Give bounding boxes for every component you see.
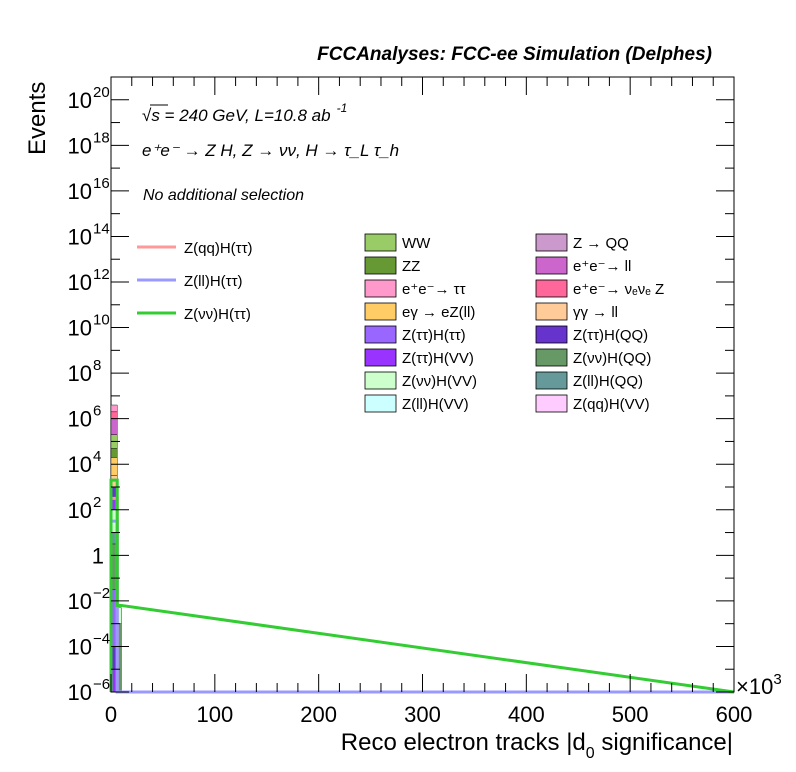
bkg-legend-swatch-11 bbox=[535, 348, 568, 367]
y-tick-label-exp-6: 6 bbox=[93, 403, 101, 420]
bkg-legend-label-10: Z(ττ)H(VV) bbox=[402, 350, 474, 367]
y-tick-label-exp-13: 20 bbox=[93, 84, 110, 101]
stack-bar-0-14 bbox=[110, 404, 118, 413]
bkg-legend-swatch-13 bbox=[535, 371, 568, 390]
x-tick-label-4: 400 bbox=[508, 702, 545, 727]
x-tick-label-3: 300 bbox=[404, 702, 441, 727]
y-tick-label-exp-9: 12 bbox=[93, 266, 110, 283]
y-tick-label-exp-2: −2 bbox=[93, 585, 110, 602]
y-tick-label-exp-1: −4 bbox=[93, 630, 110, 647]
y-tick-label-9: 10 bbox=[68, 270, 92, 295]
bkg-legend-swatch-5 bbox=[535, 279, 568, 298]
process-annotation: e⁺e⁻ → Z H, Z → νν, H → τ_L τ_h bbox=[142, 141, 399, 160]
selection-annotation: No additional selection bbox=[143, 187, 304, 204]
signal-legend: Z(qq)H(ττ) Z(ll)H(ττ) Z(νν)H(ττ) bbox=[137, 240, 253, 323]
y-tick-label-exp-7: 8 bbox=[93, 357, 101, 374]
y-tick-label-12: 10 bbox=[68, 133, 92, 158]
x-axis-label-tail: significance| bbox=[595, 729, 733, 756]
bkg-legend-swatch-15 bbox=[535, 394, 568, 413]
bkg-legend-label-13: Z(ll)H(QQ) bbox=[573, 373, 643, 390]
x-tick-label-1: 100 bbox=[196, 702, 233, 727]
y-tick-label-exp-10: 14 bbox=[93, 220, 110, 237]
bkg-legend-swatch-7 bbox=[535, 302, 568, 321]
bkg-legend-label-4: e⁺e⁻→ ττ bbox=[402, 281, 466, 298]
bkg-legend-swatch-10 bbox=[364, 348, 397, 367]
y-tick-label-2: 10 bbox=[68, 589, 92, 614]
signal-legend-label-0: Z(qq)H(ττ) bbox=[184, 240, 253, 257]
x-axis-label-main: Reco electron tracks |d bbox=[341, 729, 586, 756]
x-tick-label-6: 600 bbox=[716, 702, 753, 727]
y-tick-label-exp-4: 2 bbox=[93, 494, 101, 511]
bkg-legend-label-14: Z(ll)H(VV) bbox=[402, 396, 469, 413]
y-tick-label-exp-11: 16 bbox=[93, 175, 110, 192]
bkg-legend-swatch-3 bbox=[535, 256, 568, 275]
y-tick-label-exp-5: 4 bbox=[93, 448, 101, 465]
signal-line-0 bbox=[109, 496, 734, 694]
signal-histograms bbox=[109, 478, 735, 694]
y-axis-label: Events bbox=[24, 82, 51, 155]
bkg-legend-label-6: eγ → eZ(ll) bbox=[402, 304, 475, 321]
bkg-legend-label-8: Z(ττ)H(ττ) bbox=[402, 327, 466, 344]
bkg-legend-swatch-12 bbox=[364, 371, 397, 390]
signal-legend-label-2: Z(νν)H(ττ) bbox=[184, 306, 251, 323]
bkg-legend-label-5: e⁺e⁻→ νₑνₑ Z bbox=[573, 281, 664, 298]
bkg-legend-swatch-4 bbox=[364, 279, 397, 298]
y-tick-label-6: 10 bbox=[68, 407, 92, 432]
y-tick-label-10: 10 bbox=[68, 224, 92, 249]
bkg-legend-label-15: Z(qq)H(VV) bbox=[573, 396, 650, 413]
y-tick-label-exp-0: −6 bbox=[93, 676, 110, 693]
x-tick-label-2: 200 bbox=[300, 702, 337, 727]
bkg-legend-swatch-6 bbox=[364, 302, 397, 321]
bkg-legend-label-12: Z(νν)H(VV) bbox=[402, 373, 477, 390]
energy-text: √s = 240 GeV, L=10.8 ab bbox=[142, 106, 331, 125]
x-multiplier-base: ×10 bbox=[736, 674, 773, 699]
signal-line-2 bbox=[109, 478, 735, 694]
y-tick-label-11: 10 bbox=[68, 179, 92, 204]
stack-bar-0-12 bbox=[110, 418, 118, 435]
y-tick-label-13: 10 bbox=[68, 88, 92, 113]
stack-bar-0-10 bbox=[110, 448, 118, 458]
y-tick-label-8: 10 bbox=[68, 316, 92, 341]
energy-annotation: √s = 240 GeV, L=10.8 ab -1 bbox=[142, 101, 347, 125]
bkg-legend-label-7: γγ → ll bbox=[573, 304, 618, 321]
bkg-legend-swatch-2 bbox=[364, 256, 397, 275]
bkg-legend-swatch-1 bbox=[535, 233, 568, 252]
bkg-legend-label-9: Z(ττ)H(QQ) bbox=[573, 327, 648, 344]
bkg-legend-label-1: Z → QQ bbox=[573, 235, 629, 252]
y-tick-label-0: 10 bbox=[68, 680, 92, 705]
energy-superscript: -1 bbox=[337, 101, 348, 115]
x-multiplier: ×103 bbox=[736, 671, 782, 699]
chart-title: FCCAnalyses: FCC-ee Simulation (Delphes) bbox=[317, 44, 712, 65]
x-tick-label-5: 500 bbox=[612, 702, 649, 727]
stack-bar-0-13 bbox=[110, 411, 118, 419]
bkg-legend-swatch-0 bbox=[364, 233, 397, 252]
bkg-legend-swatch-9 bbox=[535, 325, 568, 344]
x-axis-label-subscript: 0 bbox=[586, 745, 595, 762]
bkg-legend-label-2: ZZ bbox=[402, 258, 420, 275]
y-tick-label-exp-12: 18 bbox=[93, 129, 110, 146]
bkg-legend-label-0: WW bbox=[402, 235, 431, 252]
bkg-legend-swatch-8 bbox=[364, 325, 397, 344]
y-tick-label-exp-8: 10 bbox=[93, 312, 110, 329]
signal-legend-label-1: Z(ll)H(ττ) bbox=[184, 273, 243, 290]
x-axis-label: Reco electron tracks |d0 significance| bbox=[341, 729, 733, 762]
bkg-legend-label-11: Z(νν)H(QQ) bbox=[573, 350, 651, 367]
y-tick-label-4: 10 bbox=[68, 498, 92, 523]
x-multiplier-exponent: 3 bbox=[773, 671, 781, 688]
signal-line-1 bbox=[109, 519, 734, 694]
y-tick-label-7: 10 bbox=[68, 361, 92, 386]
y-tick-label-5: 10 bbox=[68, 452, 92, 477]
stack-bar-0-9 bbox=[110, 457, 118, 476]
bkg-legend-label-3: e⁺e⁻→ ll bbox=[573, 258, 631, 275]
background-legend: WW Z → QQ ZZ e⁺e⁻→ ll e⁺e⁻→ ττ e⁺e⁻→ νₑνₑ Z eγ… bbox=[364, 233, 664, 413]
x-tick-label-0: 0 bbox=[105, 702, 117, 727]
bkg-legend-swatch-14 bbox=[364, 394, 397, 413]
y-tick-label-1: 10 bbox=[68, 634, 92, 659]
y-tick-label-3: 1 bbox=[92, 543, 104, 568]
